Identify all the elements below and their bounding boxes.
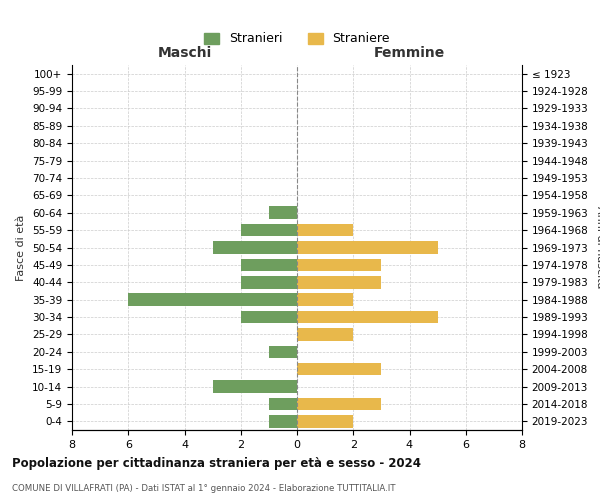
Bar <box>297 363 382 376</box>
Bar <box>241 311 297 324</box>
Bar <box>241 276 297 288</box>
Bar <box>297 294 353 306</box>
Text: COMUNE DI VILLAFRATI (PA) - Dati ISTAT al 1° gennaio 2024 - Elaborazione TUTTITA: COMUNE DI VILLAFRATI (PA) - Dati ISTAT a… <box>12 484 395 493</box>
Bar <box>269 415 297 428</box>
Y-axis label: Fasce di età: Fasce di età <box>16 214 26 280</box>
Bar <box>297 224 353 236</box>
Legend: Stranieri, Straniere: Stranieri, Straniere <box>199 28 395 50</box>
Bar <box>269 398 297 410</box>
Bar <box>297 241 437 254</box>
Text: Femmine: Femmine <box>374 46 445 60</box>
Bar <box>241 224 297 236</box>
Text: Popolazione per cittadinanza straniera per età e sesso - 2024: Popolazione per cittadinanza straniera p… <box>12 458 421 470</box>
Bar <box>241 258 297 271</box>
Bar <box>212 241 297 254</box>
Bar <box>269 206 297 219</box>
Bar <box>297 311 437 324</box>
Bar <box>297 258 382 271</box>
Y-axis label: Anni di nascita: Anni di nascita <box>595 206 600 289</box>
Bar <box>297 415 353 428</box>
Bar <box>297 276 382 288</box>
Bar <box>269 346 297 358</box>
Bar <box>128 294 297 306</box>
Bar <box>212 380 297 393</box>
Bar <box>297 328 353 340</box>
Bar <box>297 398 382 410</box>
Text: Maschi: Maschi <box>157 46 212 60</box>
